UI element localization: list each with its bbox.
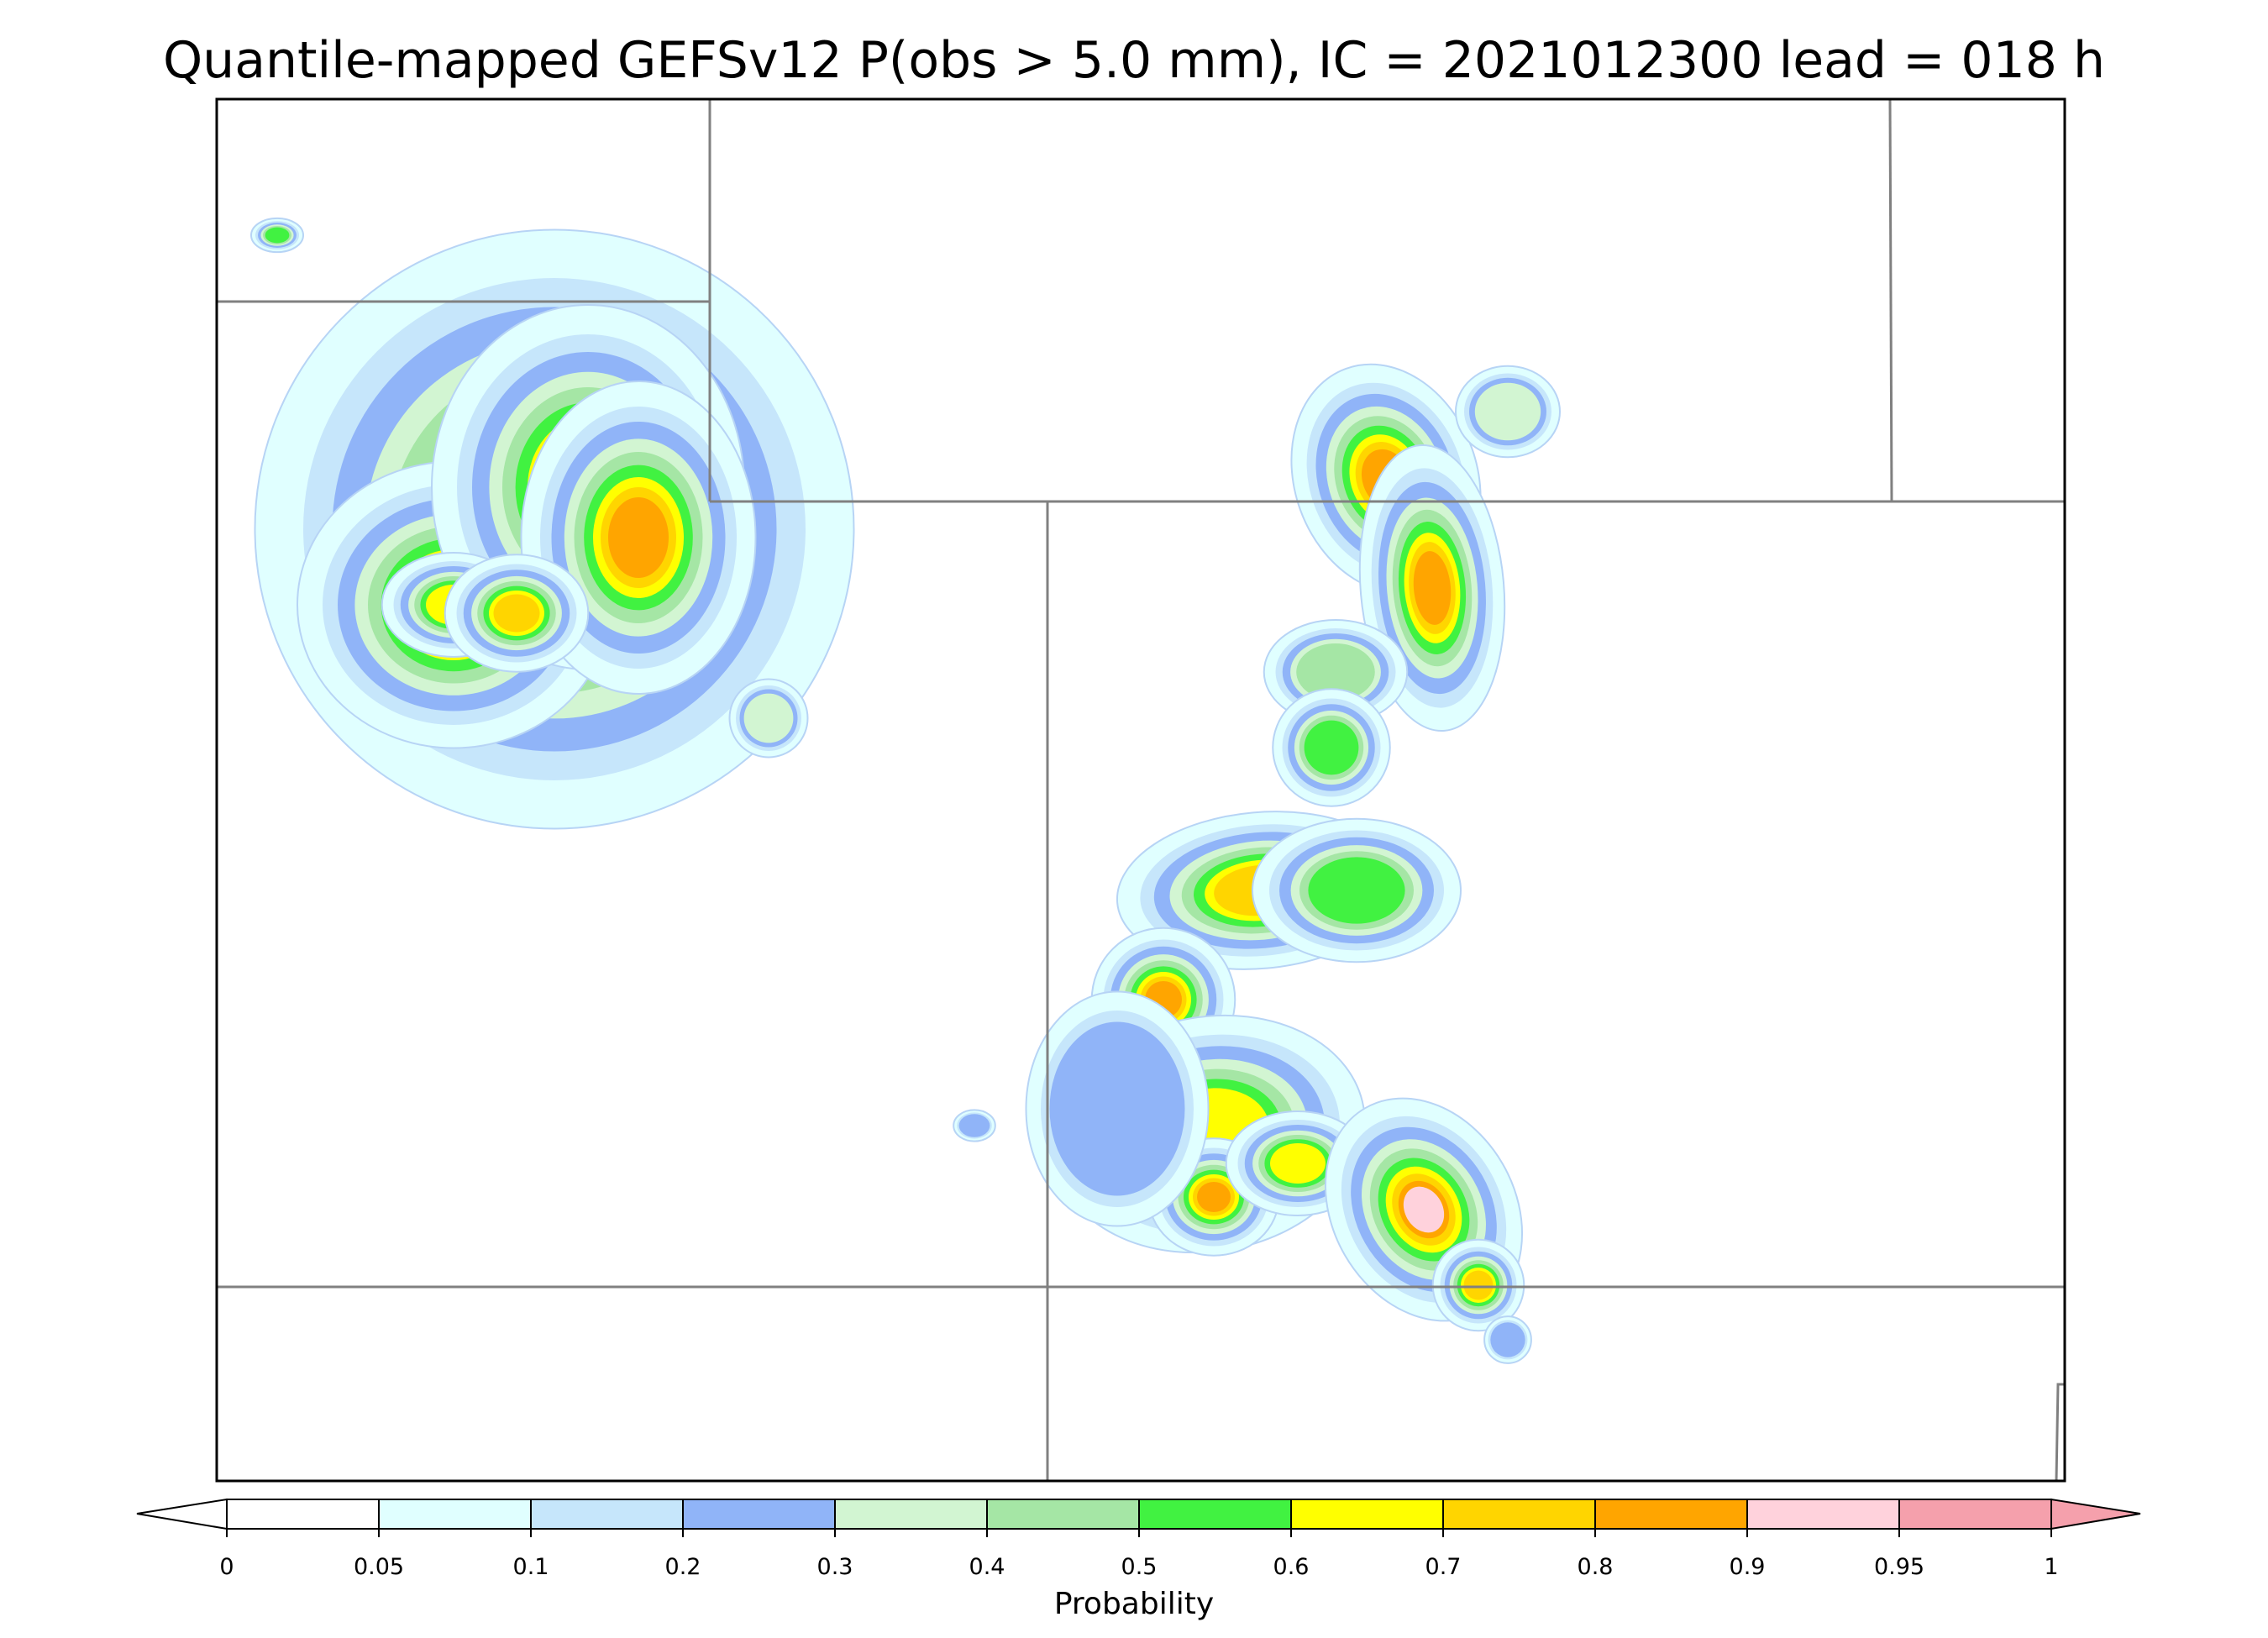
colorbar: [136, 1498, 2141, 1537]
map-title: Quantile-mapped GEFSv12 P(obs > 5.0 mm),…: [162, 31, 2106, 90]
precip-contour-band: [743, 693, 794, 743]
colorbar-bin: [1443, 1499, 1596, 1529]
colorbar-tick-label: 0.05: [353, 1554, 405, 1580]
colorbar-tick-label: 0.6: [1273, 1554, 1310, 1580]
colorbar-bin: [1291, 1499, 1444, 1529]
colorbar-bin: [1747, 1499, 1900, 1529]
colorbar-bin: [1595, 1499, 1748, 1529]
colorbar-tick-label: 1: [2044, 1554, 2059, 1580]
precip-contour-band: [1308, 857, 1405, 924]
precip-contour-band: [1413, 551, 1452, 625]
colorbar-label: Probability: [1053, 1587, 1215, 1621]
colorbar-bin: [683, 1499, 836, 1529]
precip-contour-band: [1304, 720, 1359, 775]
colorbar-bin: [1139, 1499, 1292, 1529]
precip-contour-band: [1474, 382, 1541, 441]
colorbar-bin: [531, 1499, 684, 1529]
precip-contour-band: [1197, 1182, 1231, 1212]
precip-contour-band: [493, 594, 540, 633]
colorbar-bin: [987, 1499, 1140, 1529]
precip-contour-band: [1403, 1186, 1445, 1233]
colorbar-bin: [227, 1499, 380, 1529]
colorbar-tick-label: 0: [219, 1554, 234, 1580]
precip-contour-band: [958, 1114, 990, 1137]
precip-contour-band: [1490, 1322, 1525, 1357]
colorbar-tick-label: 0.2: [664, 1554, 701, 1580]
precip-contour-band: [1270, 1143, 1326, 1184]
colorbar-over-arrow: [2050, 1498, 2141, 1530]
colorbar-bin: [1899, 1499, 2052, 1529]
state-border-wyoming-nebraska: [1888, 98, 1893, 502]
colorbar-bin: [379, 1499, 532, 1529]
colorbar-tick-label: 0.5: [1121, 1554, 1158, 1580]
precip-contour-band: [1049, 1021, 1185, 1196]
state-border-southeast-corner: [2055, 1383, 2065, 1482]
colorbar-tick-label: 0.4: [969, 1554, 1005, 1580]
colorbar-bin: [835, 1499, 988, 1529]
colorbar-under-arrow: [136, 1498, 228, 1530]
colorbar-tick-label: 0.3: [816, 1554, 853, 1580]
precip-contour-band: [608, 497, 669, 578]
colorbar-bins: [227, 1499, 2052, 1529]
precip-contour-band: [1463, 1270, 1494, 1300]
state-borders: [217, 98, 2065, 1482]
map-frame: [215, 97, 2066, 1483]
colorbar-tick-label: 0.9: [1729, 1554, 1766, 1580]
precip-contour-band: [265, 227, 290, 244]
colorbar-tick-label: 0.95: [1873, 1554, 1925, 1580]
colorbar-tick-label: 0.8: [1577, 1554, 1614, 1580]
colorbar-ticks: [226, 1499, 2052, 1537]
precip-probability-field: [250, 217, 1561, 1364]
colorbar-tick-label: 0.7: [1425, 1554, 1462, 1580]
precip-contour-band: [1296, 643, 1375, 701]
colorbar-tick-label: 0.1: [512, 1554, 549, 1580]
